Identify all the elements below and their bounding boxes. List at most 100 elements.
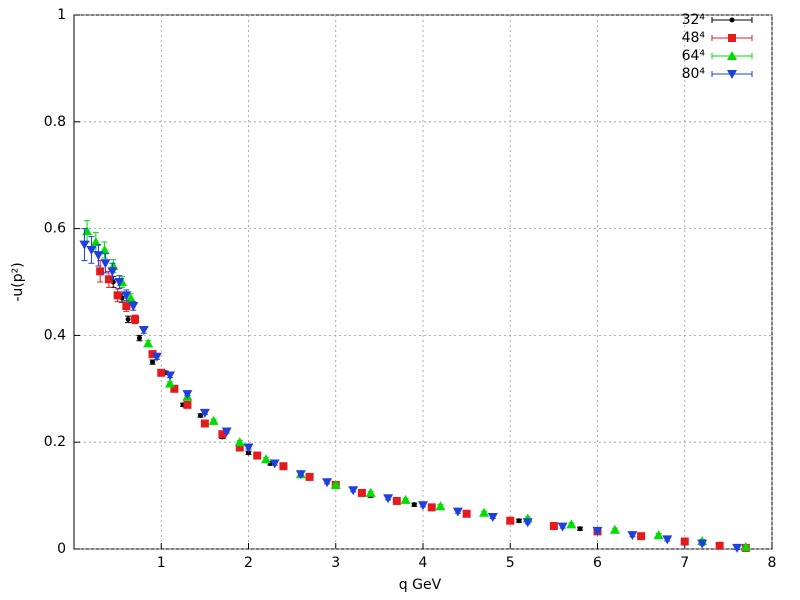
x-tick-label: 1 (157, 555, 166, 571)
data-point (131, 315, 140, 324)
data-point (697, 539, 708, 549)
data-point (566, 519, 577, 529)
data-point (151, 352, 162, 362)
legend-marker (727, 70, 737, 79)
data-point (452, 507, 463, 517)
data-point (82, 226, 93, 236)
data-point (243, 443, 254, 453)
data-point (279, 462, 288, 471)
data-point (609, 524, 620, 534)
data-point (122, 302, 131, 311)
data-point (200, 419, 209, 428)
data-point (592, 526, 603, 536)
data-point (170, 384, 179, 393)
data-point (143, 338, 154, 348)
data-point (86, 245, 97, 255)
data-point (234, 437, 245, 447)
data-point (104, 275, 113, 284)
data-point (79, 240, 90, 250)
y-tick-label: 1 (57, 7, 66, 23)
data-point (627, 531, 638, 541)
legend-label: 48⁴ (682, 30, 706, 46)
data-point (577, 526, 583, 532)
data-point (348, 486, 359, 496)
data-point (260, 454, 271, 464)
x-tick-label: 6 (593, 555, 602, 571)
y-tick-label: 0.4 (44, 327, 66, 343)
data-point (148, 350, 157, 359)
data-point (114, 278, 125, 287)
data-point (113, 291, 122, 300)
legend-marker (727, 51, 737, 60)
data-point (479, 507, 490, 517)
data-point (400, 494, 411, 504)
data-point (183, 400, 192, 409)
data-point (557, 522, 568, 532)
data-point (208, 415, 219, 425)
data-point (182, 390, 193, 400)
data-point (221, 427, 232, 437)
data-point (164, 378, 175, 388)
data-point (93, 251, 104, 261)
data-point (128, 302, 139, 312)
data-point (357, 488, 366, 497)
data-point (740, 541, 751, 551)
data-point (549, 522, 558, 531)
data-point (715, 541, 724, 550)
data-point (680, 537, 689, 546)
data-point (330, 479, 341, 489)
y-tick-label: 0 (57, 541, 66, 557)
x-tick-label: 8 (768, 555, 777, 571)
data-point (96, 267, 105, 276)
data-point (136, 335, 142, 341)
data-point (637, 532, 646, 541)
data-point (487, 512, 498, 522)
data-point (199, 408, 210, 418)
data-point (218, 430, 227, 439)
y-tick-label: 0.8 (44, 114, 66, 130)
x-tick-label: 5 (506, 555, 515, 571)
data-point (121, 291, 132, 301)
x-axis-label: q GeV (399, 577, 442, 593)
data-point (418, 501, 428, 511)
data-point (269, 459, 280, 469)
data-point (107, 267, 118, 277)
data-point (516, 518, 522, 524)
data-point (138, 326, 149, 336)
data-point (427, 503, 436, 512)
data-point (365, 487, 376, 497)
data-point (506, 516, 515, 525)
data-point (90, 236, 101, 246)
data-point (411, 502, 417, 508)
data-point (150, 359, 156, 365)
x-tick-label: 3 (331, 555, 340, 571)
y-tick-label: 0.6 (44, 221, 66, 237)
data-point (732, 543, 743, 553)
data-point (157, 368, 166, 377)
data-point (383, 494, 394, 504)
data-point (125, 293, 136, 303)
data-point (246, 450, 251, 456)
data-point (295, 470, 306, 480)
data-point (305, 472, 314, 481)
data-point (662, 535, 673, 545)
x-tick-label: 4 (419, 555, 428, 571)
data-point (322, 478, 333, 488)
x-tick-label: 7 (680, 555, 689, 571)
data-point (235, 443, 244, 452)
legend-label: 32⁴ (682, 12, 706, 28)
data-point (164, 371, 175, 381)
data-point (392, 496, 401, 505)
data-point (100, 259, 111, 269)
data-point (435, 501, 446, 511)
data-point (522, 518, 533, 528)
legend-marker (728, 34, 736, 42)
x-tick-label: 2 (244, 555, 253, 571)
data-point (198, 413, 204, 418)
legend-label: 64⁴ (682, 48, 706, 64)
data-point (653, 530, 664, 540)
legend-marker (729, 17, 735, 23)
data-point (125, 316, 131, 322)
